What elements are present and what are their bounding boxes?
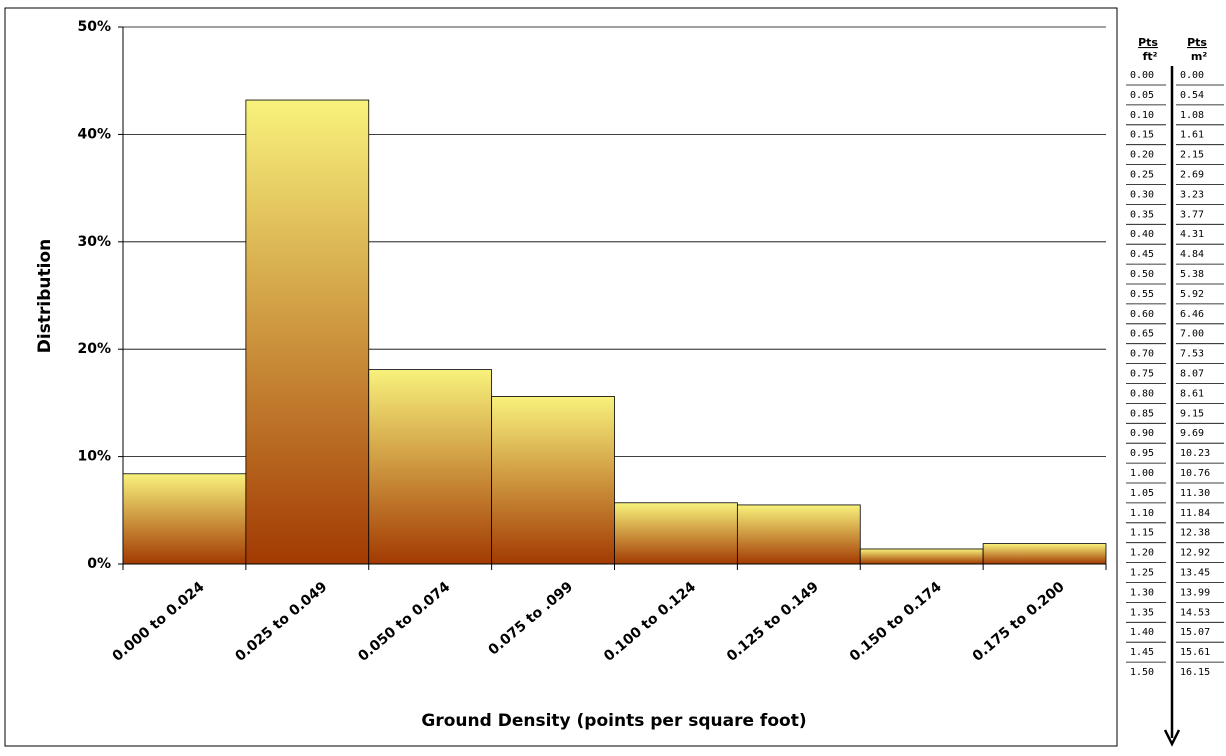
x-tick-label: 0.000 to 0.024 [109, 579, 207, 665]
table-cell: 1.15 [1130, 528, 1154, 539]
table-header-area: ft² [1143, 50, 1158, 63]
x-tick-label: 0.050 to 0.074 [355, 579, 453, 665]
table-cell: 0.00 [1180, 70, 1204, 81]
table-cell: 4.84 [1180, 249, 1204, 260]
bar [122, 473, 247, 565]
arrow-head [1163, 729, 1181, 747]
table-cell: 0.25 [1130, 170, 1154, 181]
y-tick-label: 40% [77, 126, 111, 142]
table-cell: 1.61 [1180, 130, 1204, 141]
table-cell: 1.50 [1130, 667, 1154, 678]
table-cell: 10.23 [1180, 448, 1210, 459]
x-tick-label: 0.100 to 0.124 [601, 579, 699, 665]
table-cell: 15.61 [1180, 647, 1210, 658]
table-cell: 1.20 [1130, 548, 1154, 559]
x-tick-label: 0.025 to 0.049 [232, 579, 330, 665]
table-cell: 0.55 [1130, 289, 1154, 300]
table-cell: 12.92 [1180, 548, 1210, 559]
table-cell: 9.69 [1180, 428, 1204, 439]
table-cell: 0.75 [1130, 369, 1154, 380]
table-cell: 9.15 [1180, 408, 1204, 419]
table-cell: 0.65 [1130, 329, 1154, 340]
table-cell: 11.30 [1180, 488, 1210, 499]
table-cell: 3.23 [1180, 189, 1204, 200]
table-cell: 0.35 [1130, 209, 1154, 220]
table-cell: 16.15 [1180, 667, 1210, 678]
table-cell: 1.40 [1130, 627, 1154, 638]
table-cell: 11.84 [1180, 508, 1210, 519]
table-cell: 13.45 [1180, 568, 1210, 579]
x-tick-label: 0.075 to .099 [486, 579, 577, 659]
table-cell: 1.08 [1180, 110, 1204, 121]
x-axis-title: Ground Density (points per square foot) [421, 711, 806, 731]
table-cell: 0.90 [1130, 428, 1154, 439]
table-cell: 1.05 [1130, 488, 1154, 499]
table-cell: 8.07 [1180, 369, 1204, 380]
table-cell: 0.30 [1130, 189, 1154, 200]
table-cell: 6.46 [1180, 309, 1204, 320]
table-cell: 1.35 [1130, 607, 1154, 618]
table-cell: 1.00 [1130, 468, 1154, 479]
table-cell: 14.53 [1180, 607, 1210, 618]
y-tick-label: 30% [77, 234, 111, 250]
y-axis-title: Distribution [35, 239, 55, 353]
table-cell: 5.92 [1180, 289, 1204, 300]
table-cell: 0.80 [1130, 388, 1154, 399]
table-cell: 2.15 [1180, 150, 1204, 161]
table-cell: 5.38 [1180, 269, 1204, 280]
table-cell: 10.76 [1180, 468, 1210, 479]
bar [614, 502, 738, 565]
table-cell: 0.50 [1130, 269, 1154, 280]
table-cell: 0.85 [1130, 408, 1154, 419]
table-cell: 0.00 [1130, 70, 1154, 81]
bar [982, 543, 1107, 565]
x-tick-label: 0.175 to 0.200 [970, 579, 1068, 665]
table-cell: 15.07 [1180, 627, 1210, 638]
table-header-unit: Pts [1187, 36, 1207, 49]
table-cell: 1.45 [1130, 647, 1154, 658]
table-cell: 4.31 [1180, 229, 1204, 240]
table-cell: 0.05 [1130, 90, 1154, 101]
table-cell: 13.99 [1180, 587, 1210, 598]
y-tick-label: 0% [87, 556, 111, 572]
y-tick-label: 10% [77, 449, 111, 465]
bar [368, 369, 493, 565]
table-cell: 0.15 [1130, 130, 1154, 141]
table-cell: 0.20 [1130, 150, 1154, 161]
table-cell: 8.61 [1180, 388, 1204, 399]
table-cell: 1.10 [1130, 508, 1154, 519]
table-cell: 7.00 [1180, 329, 1204, 340]
y-tick-label: 50% [77, 19, 111, 35]
x-tick-label: 0.125 to 0.149 [724, 579, 822, 665]
table-cell: 7.53 [1180, 349, 1204, 360]
table-cell: 0.70 [1130, 349, 1154, 360]
table-cell: 1.25 [1130, 568, 1154, 579]
table-cell: 0.45 [1130, 249, 1154, 260]
table-header-unit: Pts [1138, 36, 1158, 49]
table-cell: 3.77 [1180, 209, 1204, 220]
chart-frame [4, 7, 1118, 747]
table-cell: 0.95 [1130, 448, 1154, 459]
table-cell: 0.60 [1130, 309, 1154, 320]
x-tick-label: 0.150 to 0.174 [847, 579, 945, 665]
table-cell: 1.30 [1130, 587, 1154, 598]
table-cell: 0.54 [1180, 90, 1204, 101]
table-cell: 12.38 [1180, 528, 1210, 539]
bar [491, 396, 615, 565]
bar [245, 99, 370, 565]
y-tick-label: 20% [77, 341, 111, 357]
bar [859, 548, 984, 565]
table-cell: 0.40 [1130, 229, 1154, 240]
bar [736, 504, 861, 565]
table-cell: 0.10 [1130, 110, 1154, 121]
table-cell: 2.69 [1180, 170, 1204, 181]
table-header-area: m² [1191, 50, 1207, 63]
